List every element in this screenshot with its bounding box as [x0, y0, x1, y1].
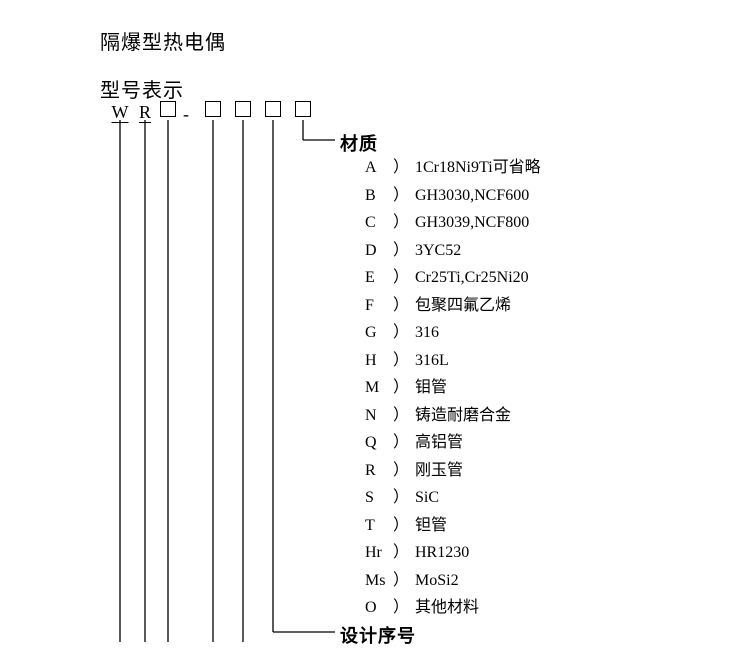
connector-lines: [0, 0, 750, 642]
diagram-root: 隔爆型热电偶 型号表示 W R - 材质 设计序号 A）1Cr18Ni9Ti可省…: [0, 0, 750, 642]
